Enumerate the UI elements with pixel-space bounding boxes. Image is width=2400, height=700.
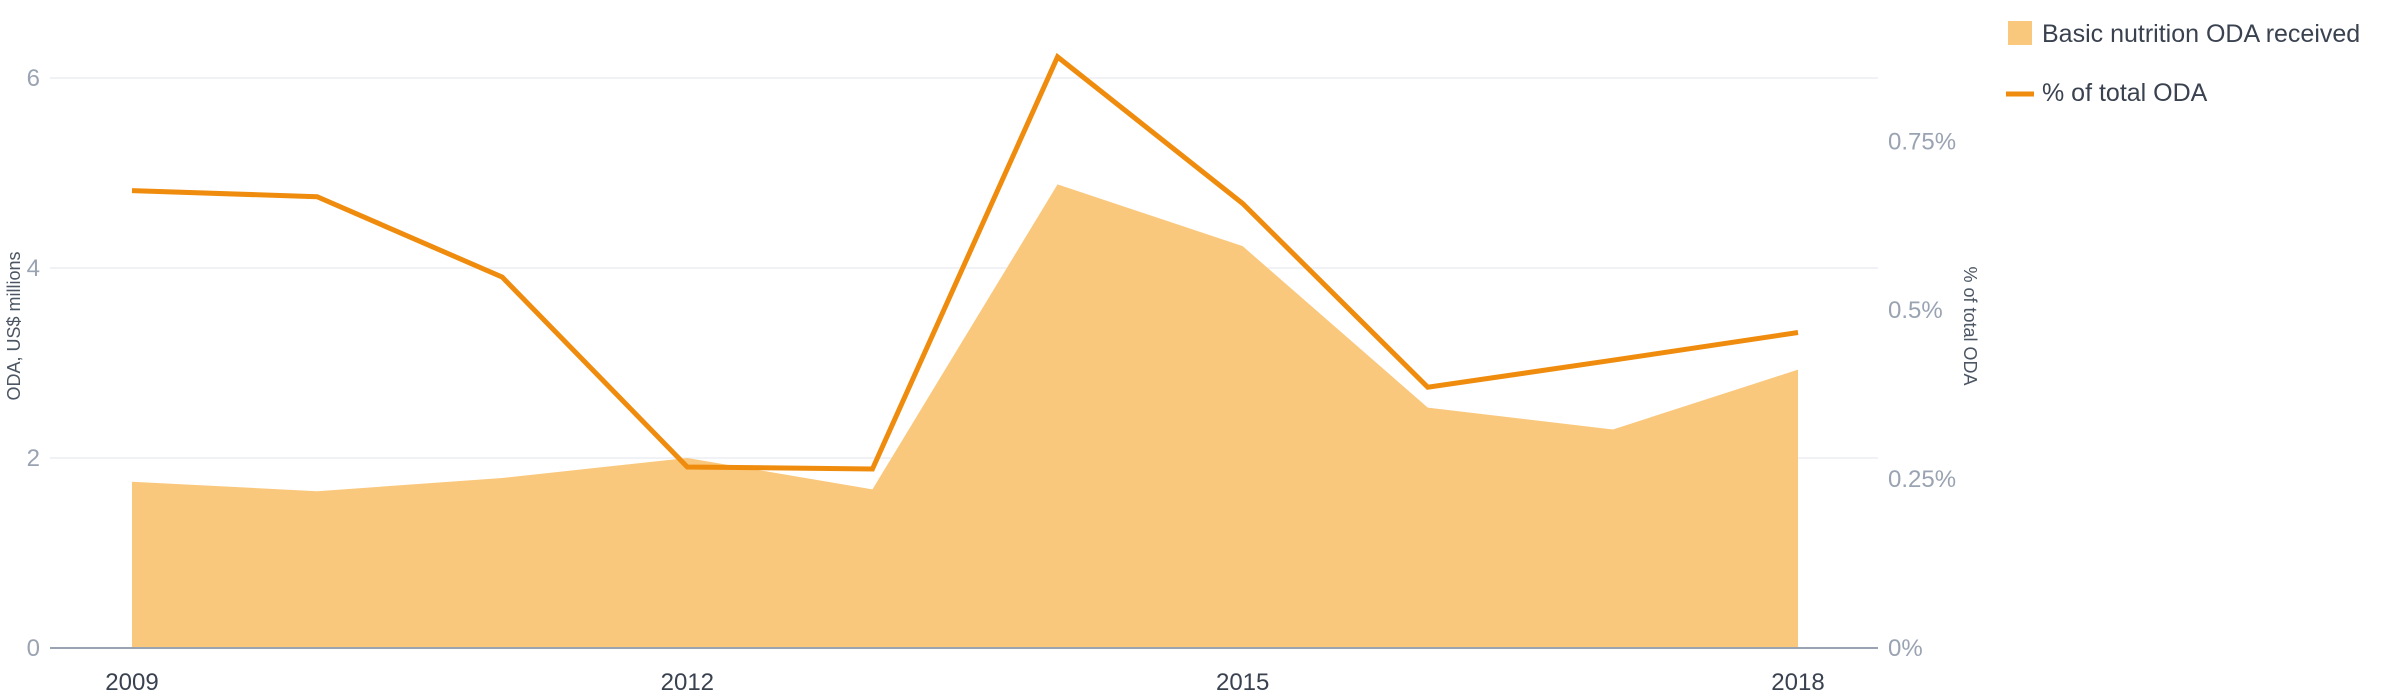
legend: Basic nutrition ODA received % of total … [2006, 20, 2360, 107]
legend-label-area: Basic nutrition ODA received [2042, 20, 2360, 48]
area-basic-nutrition-oda [132, 184, 1798, 648]
y-left-axis-title: ODA, US$ millions [4, 251, 24, 400]
y-right-tick-label: 0.5% [1888, 297, 1943, 324]
line-series [131, 52, 1799, 472]
y-left-tick-label: 2 [27, 445, 40, 472]
legend-swatch-area [2008, 21, 2032, 45]
legend-item-area[interactable]: Basic nutrition ODA received [2008, 20, 2360, 48]
x-tick-label: 2009 [105, 669, 158, 696]
y-left-ticks: 0 2 4 6 [27, 65, 40, 662]
y-right-axis-title: % of total ODA [1960, 266, 1980, 385]
area-series [132, 184, 1798, 648]
x-tick-label: 2012 [661, 669, 714, 696]
y-right-ticks: 0% 0.25% 0.5% 0.75% [1888, 128, 1956, 662]
y-left-tick-label: 4 [27, 255, 40, 282]
x-tick-label: 2015 [1216, 669, 1269, 696]
legend-item-line[interactable]: % of total ODA [2006, 79, 2208, 107]
y-right-tick-label: 0% [1888, 635, 1923, 662]
x-ticks: 2009 2012 2015 2018 [105, 669, 1824, 696]
x-tick-label: 2018 [1771, 669, 1824, 696]
y-right-tick-label: 0.25% [1888, 466, 1956, 493]
line-percent-total-oda [131, 52, 1799, 472]
legend-label-line: % of total ODA [2042, 79, 2208, 107]
y-left-tick-label: 6 [27, 65, 40, 92]
y-right-tick-label: 0.75% [1888, 128, 1956, 155]
y-left-tick-label: 0 [27, 635, 40, 662]
